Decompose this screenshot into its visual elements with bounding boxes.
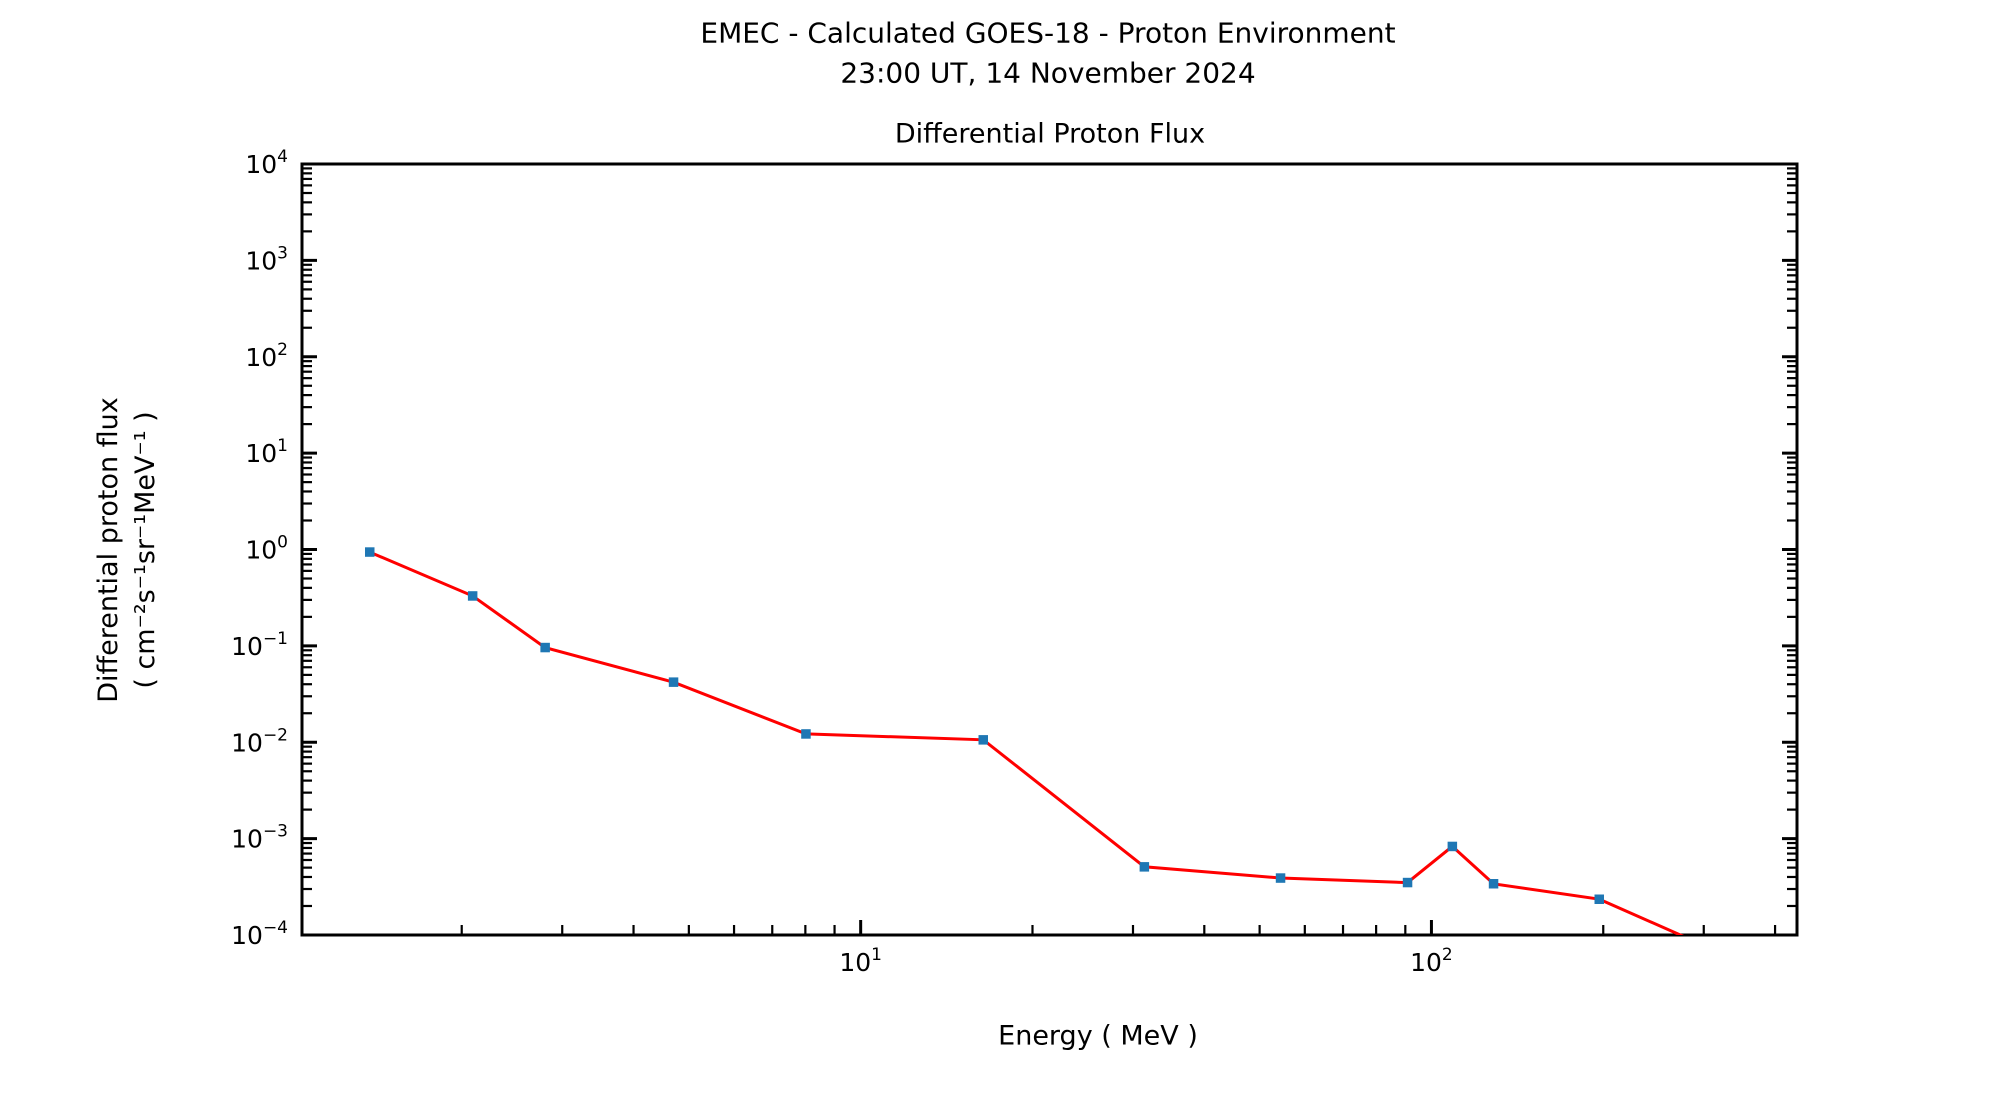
y-tick-label: 10−1 [231,629,288,661]
y-tick-label: 10−3 [231,822,288,854]
y-tick-label: 104 [245,147,288,179]
data-point-marker [978,735,988,745]
data-point-marker [540,642,550,653]
data-point-marker [668,677,679,687]
data-point-marker [1488,879,1499,889]
y-tick-label: 10−2 [231,725,288,757]
y-tick-label: 101 [245,436,288,468]
series-line [369,550,1685,935]
x-axis-label: Energy ( MeV ) [998,1020,1198,1052]
chart-title-line1: EMEC - Calculated GOES-18 - Proton Envir… [700,16,1396,50]
data-point-marker [1275,873,1286,883]
chart-title-line2: 23:00 UT, 14 November 2024 [840,56,1256,90]
axes-subtitle: Differential Proton Flux [894,118,1206,150]
x-tick-label: 102 [1410,945,1453,977]
y-tick-label: 10−4 [231,918,288,950]
data-point-marker [467,591,478,601]
plot-spines [300,162,1799,937]
data-point-marker [1447,841,1458,852]
x-tick-label: 101 [839,945,882,977]
data-point-marker [1139,862,1150,872]
y-tick-label: 103 [245,243,288,275]
data-point-marker [1402,877,1413,888]
y-tick-label: 102 [245,340,288,372]
data-point-marker [801,729,811,739]
data-point-marker [1594,894,1604,904]
data-point-marker [1726,952,1736,962]
y-tick-label: 100 [245,533,288,565]
data-point-marker [365,547,375,557]
